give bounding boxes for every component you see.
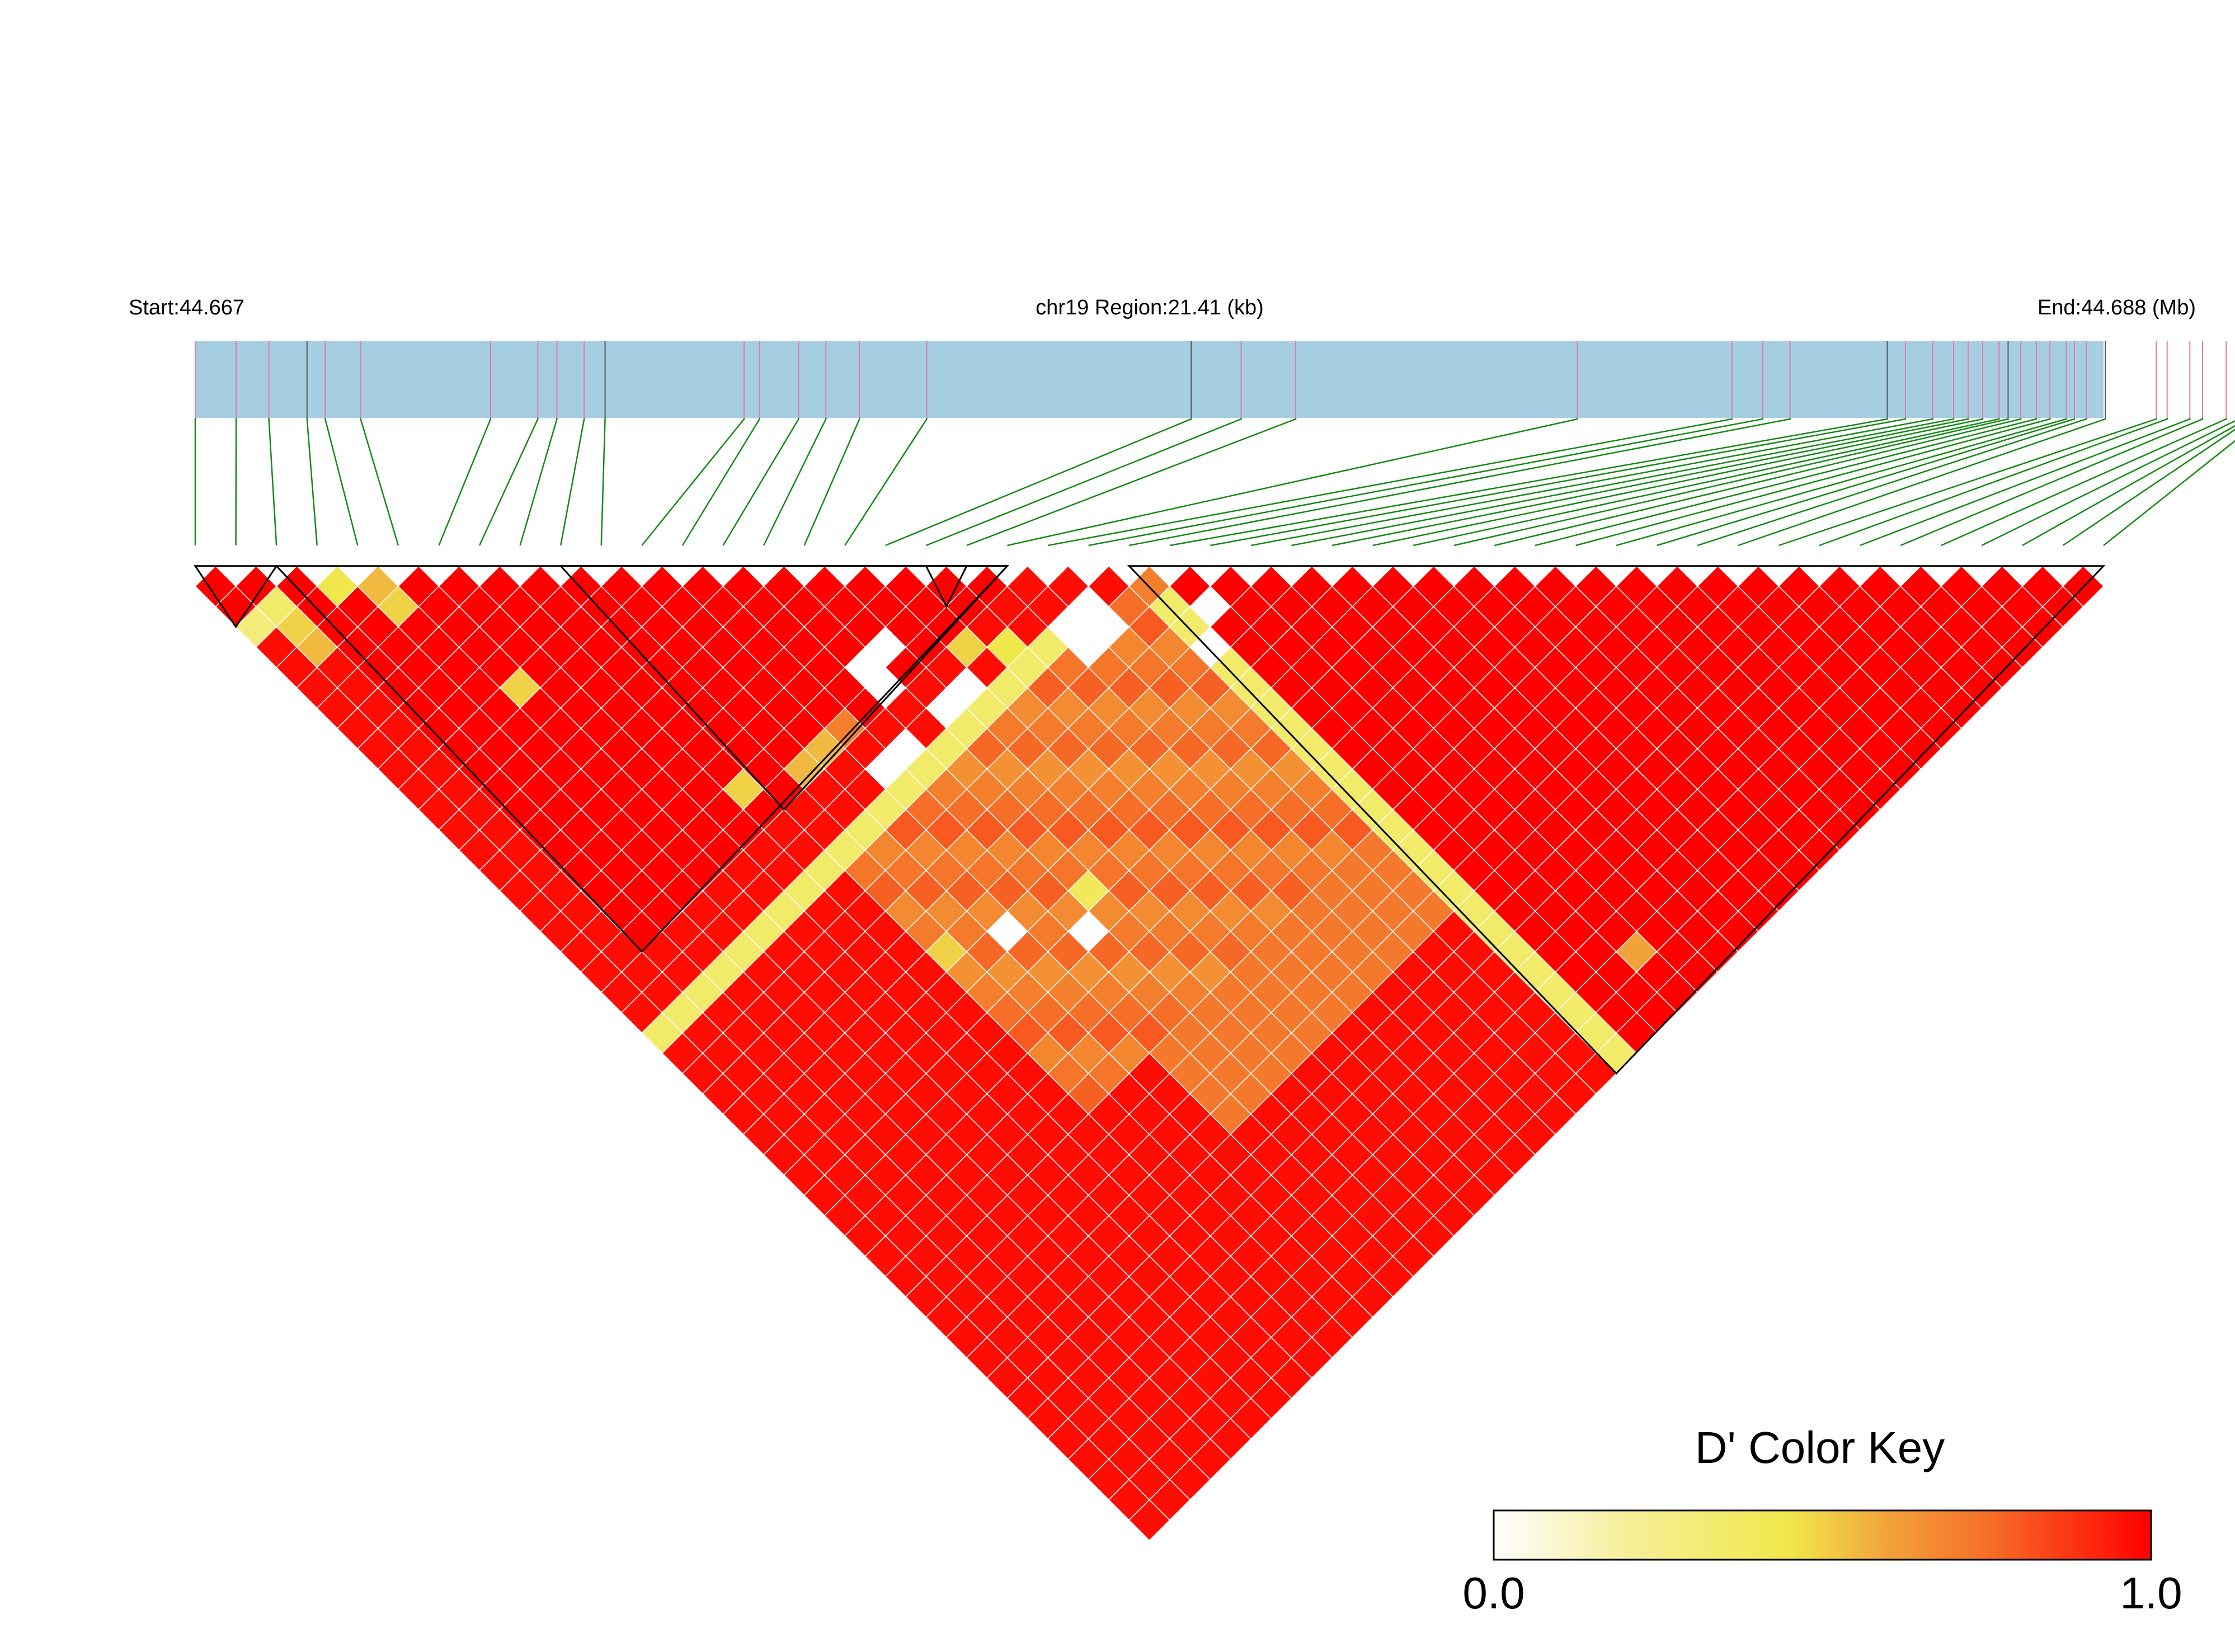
snp-connector [1169, 418, 1888, 547]
snp-connector [763, 418, 827, 546]
snp-connector [1007, 418, 1578, 547]
snp-connector [235, 418, 237, 546]
snp-connector [844, 418, 928, 546]
snp-connector-lines [194, 418, 2235, 547]
snp-connector [306, 418, 318, 546]
snp-connector [1941, 418, 2227, 547]
snp-connector [1210, 418, 1907, 547]
snp-connector [1291, 418, 1955, 547]
snp-connector [885, 418, 1192, 547]
color-key-title: D' Color Key [1695, 1423, 1945, 1472]
snp-connector [438, 418, 492, 546]
snp-connector [1413, 418, 2000, 547]
snp-connector [1900, 418, 2204, 547]
snp-connector [478, 418, 539, 546]
snp-connector [1535, 418, 2038, 547]
block-outline [194, 565, 278, 629]
block-outline [558, 565, 1009, 811]
block-outline [924, 565, 968, 609]
snp-connector [360, 418, 399, 546]
block-outline [1127, 565, 2106, 1075]
snp-connector [1778, 418, 2157, 547]
snp-connector [1372, 418, 1984, 547]
snp-connector [1047, 418, 1733, 547]
region-title-label: chr19 Region:21.41 (kb) [1036, 296, 1264, 319]
snp-connector [600, 418, 606, 546]
snp-connector [2022, 425, 2235, 547]
snp-connector [1575, 418, 2051, 547]
color-key-max-label: 1.0 [2120, 1568, 2182, 1618]
color-key-gradient [1493, 1509, 2152, 1561]
snp-connector [268, 418, 277, 546]
snp-connector [1819, 418, 2168, 547]
snp-connector [324, 418, 359, 546]
color-key: D' Color Key 0.0 1.0 [1462, 1423, 2182, 1618]
color-key-min-label: 0.0 [1462, 1568, 1524, 1618]
snp-connector [722, 418, 799, 546]
snp-connector [2103, 440, 2235, 546]
region-start-label: Start:44.667 [129, 296, 244, 319]
snp-connector [1250, 418, 1933, 547]
snp-connector [1128, 418, 1791, 547]
snp-connector [1697, 418, 2087, 547]
snp-connector [803, 418, 860, 546]
snp-connector [925, 418, 1242, 547]
snp-position-ticks [195, 341, 2227, 418]
snp-connector [1331, 418, 1969, 547]
haplotype-block-outlines [194, 565, 2106, 1075]
ld-cells [194, 565, 2105, 1541]
snp-connector [2062, 429, 2235, 547]
snp-connector [966, 418, 1297, 547]
region-end-label: End:44.688 (Mb) [2038, 296, 2196, 319]
snp-connector [1088, 418, 1764, 547]
snp-connector [1860, 418, 2191, 547]
snp-connector [1453, 418, 2009, 547]
snp-connector [681, 418, 760, 546]
snp-connector [1657, 418, 2076, 547]
gene-track [195, 341, 2104, 418]
snp-connector [559, 418, 585, 546]
snp-connector [641, 418, 745, 546]
snp-connector [1494, 418, 2022, 547]
snp-connector [1738, 418, 2106, 547]
snp-connector [1616, 418, 2067, 547]
snp-connector [1981, 420, 2235, 547]
snp-connector [519, 418, 558, 546]
